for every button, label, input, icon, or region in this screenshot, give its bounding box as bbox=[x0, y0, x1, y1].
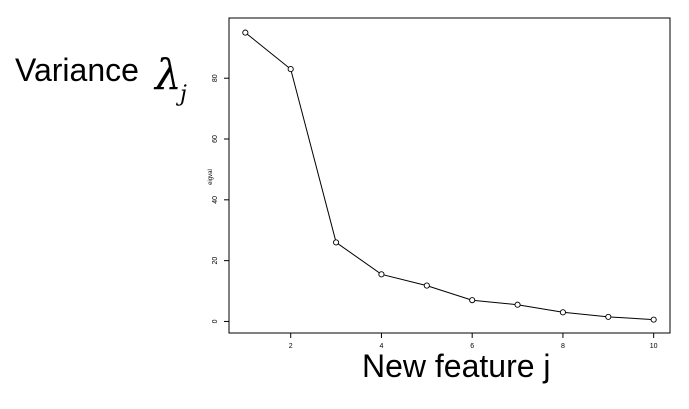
data-point bbox=[650, 316, 657, 323]
y-axis-symbol-subscript: j bbox=[180, 82, 187, 107]
y-tick-label: 60 bbox=[212, 135, 219, 143]
data-point bbox=[514, 301, 521, 308]
x-tick-label: 6 bbox=[470, 343, 474, 350]
y-tick-label: 0 bbox=[212, 319, 219, 323]
y-axis-label: Variance bbox=[15, 52, 139, 88]
data-point bbox=[559, 309, 566, 316]
data-point bbox=[605, 313, 612, 320]
y-axis-symbol: λ bbox=[155, 50, 182, 99]
y-tick-label: 40 bbox=[212, 196, 219, 204]
plot-frame bbox=[228, 17, 671, 334]
y-tick-label: 20 bbox=[212, 257, 219, 265]
data-point bbox=[333, 239, 340, 246]
data-point bbox=[469, 297, 476, 304]
data-point bbox=[287, 66, 294, 73]
data-point bbox=[423, 282, 430, 289]
small-y-axis-label: eigval bbox=[208, 169, 214, 185]
data-points bbox=[242, 29, 657, 323]
x-tick-label: 10 bbox=[650, 343, 658, 350]
x-axis-label: New feature j bbox=[362, 348, 551, 384]
data-point bbox=[378, 271, 385, 278]
y-tick-label: 80 bbox=[212, 74, 219, 82]
x-tick-label: 8 bbox=[561, 343, 565, 350]
data-point bbox=[242, 29, 249, 36]
axes: 2 4 6 8 10 0 20 40 60 80 bbox=[212, 74, 658, 350]
series-line bbox=[244, 32, 654, 321]
x-tick-label: 4 bbox=[379, 343, 383, 350]
x-tick-label: 2 bbox=[289, 343, 293, 350]
